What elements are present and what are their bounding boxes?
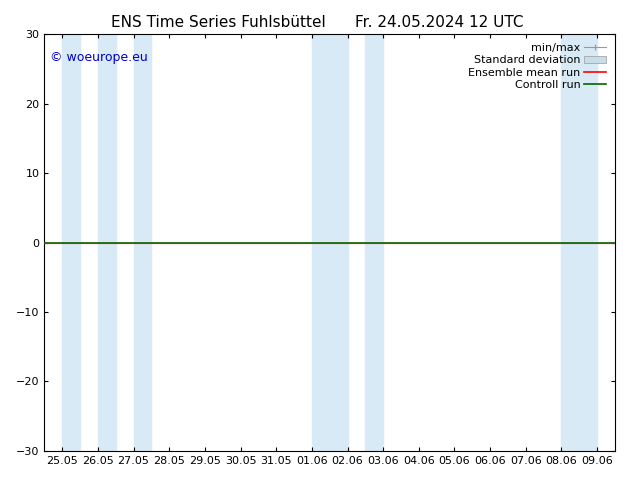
Bar (579, 34, 597, 451)
Bar (330, 34, 347, 451)
Bar (562, 34, 579, 451)
Bar (312, 34, 330, 451)
Text: ENS Time Series Fuhlsbüttel      Fr. 24.05.2024 12 UTC: ENS Time Series Fuhlsbüttel Fr. 24.05.20… (111, 15, 523, 30)
Bar (62, 34, 80, 451)
Bar (98, 34, 115, 451)
Bar (134, 34, 152, 451)
Bar (365, 34, 383, 451)
Text: © woeurope.eu: © woeurope.eu (50, 51, 148, 64)
Legend: min/max, Standard deviation, Ensemble mean run, Controll run: min/max, Standard deviation, Ensemble me… (465, 40, 609, 93)
